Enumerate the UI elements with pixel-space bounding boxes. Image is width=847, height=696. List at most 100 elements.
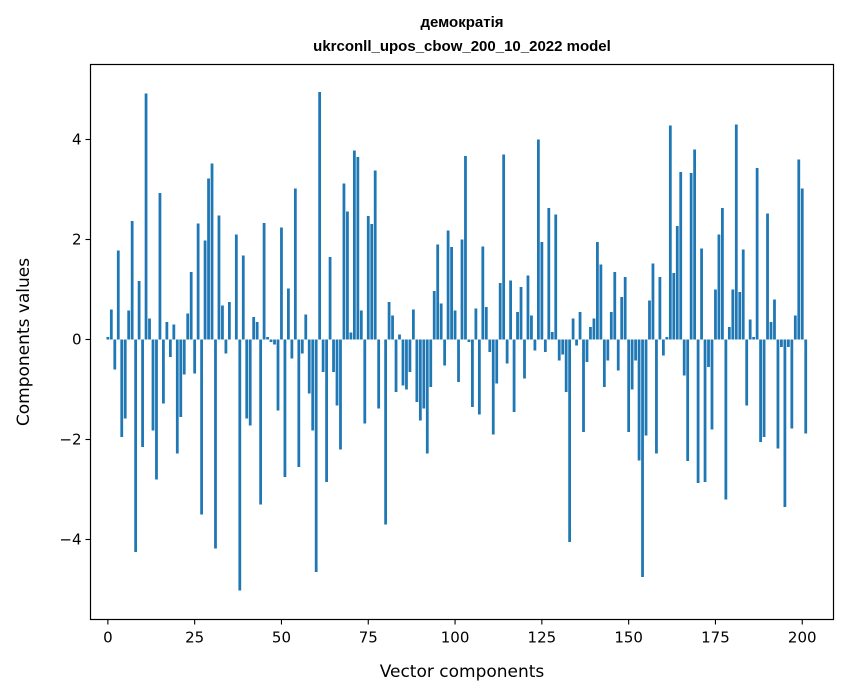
bar [738, 292, 742, 340]
bar [672, 273, 676, 340]
bar [540, 242, 544, 340]
bar [641, 339, 644, 577]
bar [293, 188, 297, 340]
bar [314, 339, 318, 572]
bar [561, 339, 565, 355]
bar [731, 289, 735, 340]
bar [144, 93, 148, 340]
bar [432, 291, 436, 340]
y-axis-ticks: −4 −2 0 2 4 [59, 131, 91, 549]
bar [773, 299, 776, 340]
x-tick-label: 75 [359, 629, 378, 647]
y-tick-label: 4 [72, 131, 82, 149]
bar [748, 319, 752, 340]
bar [474, 308, 478, 340]
bar [109, 309, 113, 340]
bar [300, 339, 304, 354]
bar [769, 322, 773, 340]
bar [418, 339, 422, 421]
bar [127, 310, 131, 340]
bar [311, 339, 315, 431]
bar [585, 339, 589, 362]
bar [266, 337, 269, 340]
bar [321, 339, 325, 372]
bar [221, 305, 224, 340]
bar [752, 337, 756, 340]
bar [460, 239, 464, 340]
bar [477, 339, 481, 415]
bar [422, 339, 426, 409]
y-tick-label: 2 [72, 231, 82, 249]
bar [491, 339, 495, 435]
bar [436, 244, 440, 340]
bar [689, 173, 693, 340]
x-tick-label: 0 [103, 629, 113, 647]
bar [276, 339, 280, 411]
x-tick-label: 200 [788, 629, 817, 647]
bar [536, 139, 540, 340]
bar [627, 339, 631, 432]
bar [804, 339, 808, 434]
plot-frame [89, 63, 835, 621]
bar [512, 339, 516, 412]
bar [471, 339, 474, 407]
bar [391, 315, 394, 340]
bar [377, 339, 381, 409]
bar [582, 339, 585, 432]
bar [790, 339, 794, 429]
bar [793, 315, 797, 340]
bar [332, 339, 335, 372]
bar [734, 124, 738, 340]
bar [186, 313, 190, 340]
x-tick-label: 175 [701, 629, 730, 647]
bar [325, 339, 328, 482]
bar [571, 318, 575, 340]
x-tick-label: 50 [272, 629, 291, 647]
bar [523, 339, 526, 379]
bar [245, 339, 249, 419]
bar [696, 339, 700, 483]
bar [259, 339, 263, 505]
bar [668, 125, 672, 340]
bar [443, 339, 447, 366]
bar [165, 322, 169, 340]
bar [634, 339, 637, 361]
bar [609, 312, 613, 340]
y-tick-label: 0 [72, 331, 82, 349]
bar [620, 297, 624, 340]
bar [356, 157, 360, 340]
bar [307, 339, 311, 394]
bar [252, 317, 256, 340]
bar [172, 324, 176, 340]
bar [346, 211, 349, 340]
bar [623, 277, 627, 340]
bar [509, 280, 512, 340]
bar [606, 339, 610, 361]
bar [227, 302, 231, 340]
bar-series [106, 92, 808, 591]
bar [533, 339, 537, 351]
bar [248, 339, 252, 426]
bar [290, 339, 294, 359]
bar [495, 339, 499, 384]
bar [234, 234, 238, 340]
bar [217, 215, 221, 340]
bar [224, 339, 228, 354]
bar [151, 339, 155, 431]
bar [630, 339, 634, 390]
bar [182, 339, 186, 375]
bar [287, 288, 290, 340]
bar [352, 150, 356, 340]
bar [543, 339, 547, 352]
bar [776, 339, 780, 449]
bar [238, 339, 242, 591]
bar [134, 339, 138, 552]
bar [780, 339, 783, 347]
bar [137, 281, 141, 340]
bar [682, 339, 686, 376]
bar [116, 250, 120, 340]
bar [516, 312, 519, 340]
bar [797, 159, 801, 340]
bar [175, 339, 179, 454]
x-tick-label: 25 [185, 629, 204, 647]
